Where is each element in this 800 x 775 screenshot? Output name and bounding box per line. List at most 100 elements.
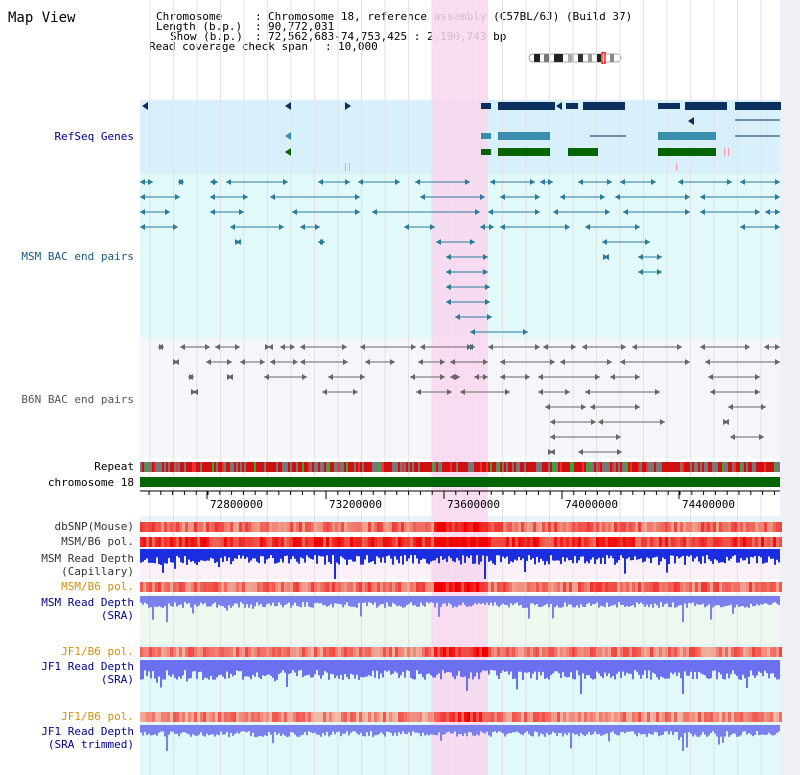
jf1-b6-pol-heat xyxy=(566,647,569,657)
jf1-trimmed-depth-bar xyxy=(598,725,600,735)
msm-b6-pol-heat xyxy=(239,537,242,547)
b6n-bac-pair-end xyxy=(447,389,452,395)
msm-capillary-depth-bar xyxy=(744,549,746,561)
jf1-b6-pol-heat-2 xyxy=(704,712,707,722)
jf1-trimmed-depth-bar xyxy=(398,725,400,733)
dbsnp-heat xyxy=(467,522,470,532)
chromosome-bar xyxy=(140,477,780,487)
track-label-b6n-bac[interactable]: B6N BAC end pairs xyxy=(21,393,134,406)
track-label-jf1-b6-pol-2[interactable]: JF1/B6 pol. xyxy=(61,710,134,723)
msm-sra-depth-bar xyxy=(702,596,704,604)
msm-sra-depth-bar xyxy=(204,596,206,603)
jf1-trimmed-depth-bar xyxy=(346,725,348,732)
msm-b6-pol-heat xyxy=(482,537,485,547)
dbsnp-heat xyxy=(752,522,755,532)
repeat-segment xyxy=(656,462,658,472)
dbsnp-heat xyxy=(260,522,263,532)
msm-b6-pol-heat-2 xyxy=(161,582,164,592)
track-label-jf1-b6-pol-1[interactable]: JF1/B6 pol. xyxy=(61,645,134,658)
repeat-segment xyxy=(756,462,758,472)
track-label-msm-b6-pol-2[interactable]: MSM/B6 pol. xyxy=(61,580,134,593)
track-label-dbsnp[interactable]: dbSNP(Mouse) xyxy=(54,520,134,533)
msm-sra-depth-bar xyxy=(164,596,166,607)
jf1-sra-depth-bar xyxy=(586,660,588,676)
msm-sra-depth-bar xyxy=(756,596,758,605)
jf1-b6-pol-heat xyxy=(281,647,284,657)
msm-sra-depth-bar xyxy=(280,596,282,605)
jf1-b6-pol-heat-2 xyxy=(596,712,599,722)
jf1-sra-depth-bar xyxy=(758,660,760,672)
jf1-b6-pol-heat-2 xyxy=(695,712,698,722)
track-label-repeat[interactable]: Repeat xyxy=(94,460,134,473)
msm-sra-depth-bar xyxy=(154,596,156,607)
msm-sra-depth-bar xyxy=(632,596,634,606)
track-label-msm-bac[interactable]: MSM BAC end pairs xyxy=(21,250,134,263)
jf1-sra-depth-bar xyxy=(518,660,520,672)
msm-b6-pol-heat-2 xyxy=(455,582,458,592)
jf1-trimmed-depth-bar xyxy=(238,725,240,734)
msm-b6-pol-heat xyxy=(227,537,230,547)
dbsnp-heat xyxy=(659,522,662,532)
msm-bac-pair-end xyxy=(436,239,441,245)
msm-capillary-depth-bar xyxy=(360,549,362,565)
msm-capillary-depth-bar xyxy=(250,549,252,561)
msm-capillary-depth-bar xyxy=(428,549,430,565)
msm-sra-depth-bar xyxy=(688,596,690,603)
jf1-b6-pol-heat-2 xyxy=(545,712,548,722)
msm-bac-pair-end xyxy=(600,194,605,200)
msm-capillary-depth-bar xyxy=(436,549,438,558)
track-label-refseq-genes[interactable]: RefSeq Genes xyxy=(54,130,134,143)
jf1-trimmed-depth-bar xyxy=(348,725,350,736)
track-label-jf1-depth-trimmed[interactable]: JF1 Read Depth xyxy=(41,725,134,738)
track-label-jf1-depth-sra[interactable]: JF1 Read Depth xyxy=(41,660,134,673)
repeat-segment xyxy=(602,462,604,472)
msm-bac-pair-end xyxy=(535,209,540,215)
repeat-segment xyxy=(528,462,530,472)
msm-b6-pol-heat-2 xyxy=(626,582,629,592)
jf1-trimmed-depth-bar xyxy=(376,725,378,736)
msm-b6-pol-heat-2 xyxy=(569,582,572,592)
jf1-trimmed-depth-bar xyxy=(710,725,712,733)
msm-capillary-depth-bar xyxy=(618,549,620,561)
repeat-segment xyxy=(398,462,400,472)
jf1-b6-pol-heat xyxy=(209,647,212,657)
b6n-bac-pair-end xyxy=(191,389,196,395)
msm-b6-pol-heat xyxy=(218,537,221,547)
repeat-segment xyxy=(440,462,442,472)
jf1-b6-pol-heat xyxy=(473,647,476,657)
repeat-segment xyxy=(206,462,208,472)
chromosome-ideogram[interactable] xyxy=(528,52,624,64)
track-label-chromosome[interactable]: chromosome 18 xyxy=(47,476,134,489)
jf1-trimmed-depth-bar xyxy=(260,725,262,736)
track-label-msm-depth-capillary[interactable]: MSM Read Depth xyxy=(41,552,134,565)
msm-b6-pol-heat-2 xyxy=(227,582,230,592)
jf1-b6-pol-heat xyxy=(425,647,428,657)
b6n-bac-pair-end xyxy=(685,359,690,365)
msm-b6-pol-heat xyxy=(671,537,674,547)
jf1-sra-depth-bar xyxy=(352,660,354,675)
repeat-segment xyxy=(216,462,218,472)
msm-b6-pol-heat-2 xyxy=(689,582,692,592)
msm-sra-depth-bar xyxy=(646,596,648,605)
jf1-sra-depth-bar xyxy=(224,660,226,679)
msm-sra-depth-bar xyxy=(708,596,710,605)
jf1-trimmed-depth-bar xyxy=(604,725,606,735)
msm-capillary-depth-bar xyxy=(172,549,174,563)
jf1-b6-pol-heat-2 xyxy=(461,712,464,722)
b6n-bac-pair-end xyxy=(483,359,488,365)
dbsnp-heat xyxy=(491,522,494,532)
track-label-msm-b6-pol-1[interactable]: MSM/B6 pol. xyxy=(61,535,134,548)
repeat-segment xyxy=(638,462,640,472)
jf1-b6-pol-heat xyxy=(485,647,488,657)
jf1-trimmed-depth-bar xyxy=(268,725,270,732)
jf1-b6-pol-heat xyxy=(614,647,617,657)
msm-b6-pol-heat xyxy=(458,537,461,547)
repeat-segment xyxy=(536,462,538,472)
msm-capillary-depth-bar xyxy=(658,549,660,565)
jf1-b6-pol-heat xyxy=(182,647,185,657)
jf1-b6-pol-heat-2 xyxy=(479,712,482,722)
track-label-msm-depth-sra[interactable]: MSM Read Depth xyxy=(41,596,134,609)
jf1-trimmed-depth-bar xyxy=(624,725,626,734)
jf1-trimmed-depth-bar xyxy=(270,725,272,735)
